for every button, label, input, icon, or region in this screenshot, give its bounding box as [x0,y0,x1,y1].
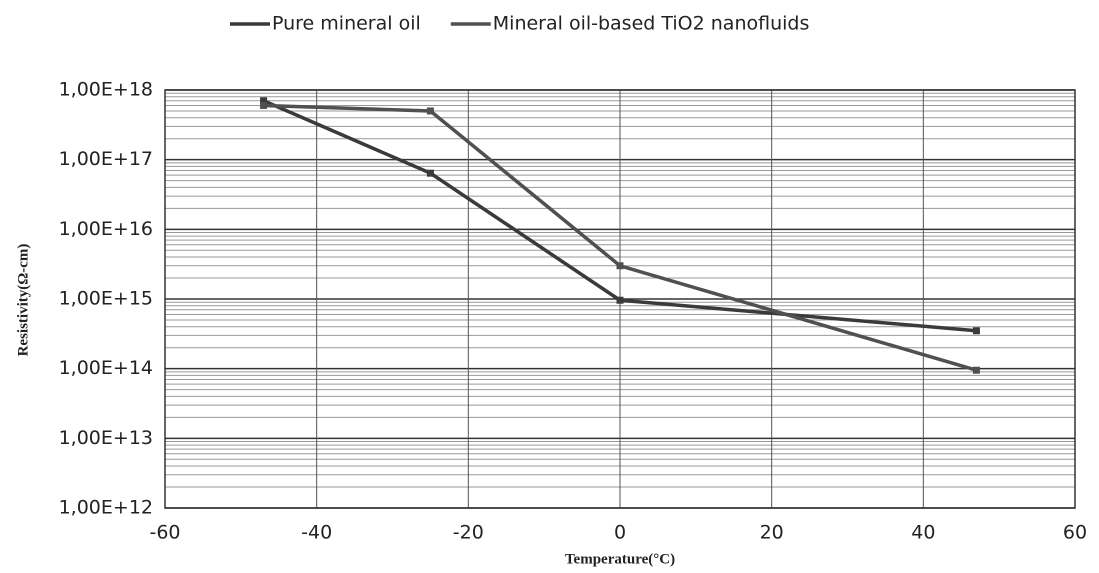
data-point [972,327,980,335]
data-point [260,97,268,105]
data-point [616,262,624,270]
x-axis-title: Temperature(°C) [565,551,675,567]
x-tick-label: 60 [1063,522,1087,544]
data-point [972,366,980,374]
x-tick-label: -40 [301,522,332,544]
data-point [616,296,624,304]
data-point [260,101,268,109]
series-line [263,103,977,372]
y-tick-label: 1,00E+16 [59,218,153,240]
x-tick-label: 0 [614,522,626,544]
y-tick-label: 1,00E+18 [59,79,153,101]
x-tick-label: 40 [911,522,935,544]
x-tick-label: -20 [453,522,484,544]
data-point [426,169,434,177]
y-tick-label: 1,00E+12 [59,497,153,519]
y-tick-label: 1,00E+14 [59,357,153,379]
data-point [426,107,434,115]
x-tick-label: -60 [149,522,180,544]
y-axis-title: Resistivity(Ω-cm) [15,244,31,357]
legend-label: Pure mineral oil [272,13,421,35]
y-tick-label: 1,00E+13 [59,427,153,449]
legend-label: Mineral oil-based TiO2 nanofluids [493,13,810,35]
plot-border [164,89,1076,509]
series-line [262,99,977,333]
x-tick-label: 20 [760,522,784,544]
y-tick-label: 1,00E+15 [59,288,153,310]
y-tick-label: 1,00E+17 [59,148,153,170]
